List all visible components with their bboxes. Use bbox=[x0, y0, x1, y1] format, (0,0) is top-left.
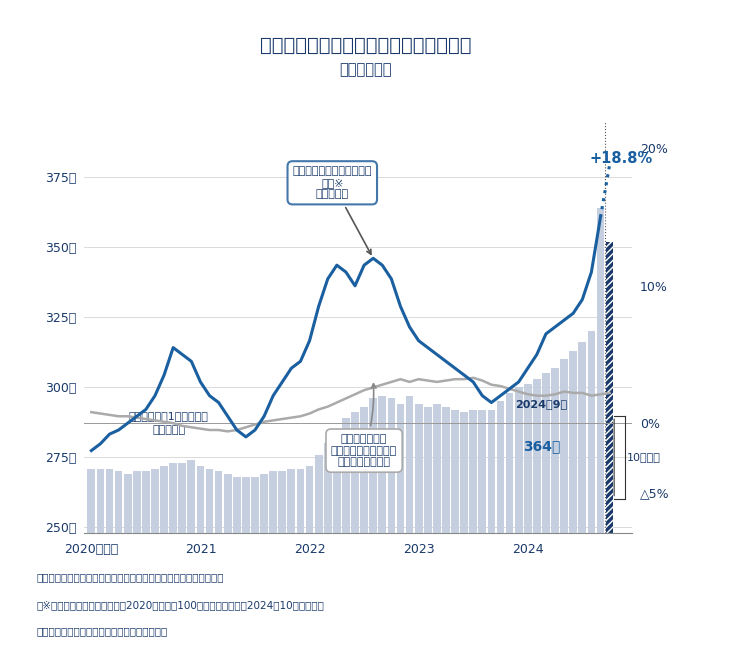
Bar bbox=[160, 466, 168, 654]
Bar bbox=[424, 407, 431, 654]
Bar bbox=[197, 466, 204, 654]
Bar bbox=[297, 468, 304, 654]
Bar bbox=[287, 468, 295, 654]
Bar bbox=[515, 387, 523, 654]
Text: +18.8%: +18.8% bbox=[590, 151, 653, 166]
Bar bbox=[279, 472, 286, 654]
Bar bbox=[142, 472, 150, 654]
Bar bbox=[369, 398, 377, 654]
Bar bbox=[315, 455, 322, 654]
Bar bbox=[461, 413, 468, 654]
Bar bbox=[151, 468, 159, 654]
Bar bbox=[306, 466, 314, 654]
Bar bbox=[96, 468, 105, 654]
Bar bbox=[488, 409, 496, 654]
Bar bbox=[106, 468, 113, 654]
Text: カレーライス1食当たりの
調理コスト: カレーライス1食当たりの 調理コスト bbox=[129, 411, 208, 435]
Bar bbox=[569, 351, 577, 654]
Bar bbox=[469, 409, 477, 654]
Bar bbox=[379, 396, 386, 654]
Bar bbox=[133, 472, 140, 654]
Bar bbox=[578, 343, 586, 654]
Bar bbox=[387, 398, 395, 654]
Bar bbox=[224, 474, 232, 654]
Bar bbox=[606, 241, 613, 654]
Bar bbox=[351, 413, 359, 654]
Bar bbox=[115, 472, 123, 654]
Text: ［※］カレーライス物価指数：2020年平均を100とした時の推移。2024年10月は同月分: ［※］カレーライス物価指数：2020年平均を100とした時の推移。2024年10… bbox=[37, 600, 325, 610]
Text: 「カレーライス物価指数」
推移※
前年同月比: 「カレーライス物価指数」 推移※ 前年同月比 bbox=[292, 166, 372, 254]
Bar bbox=[433, 404, 441, 654]
Bar bbox=[170, 463, 177, 654]
Bar bbox=[397, 404, 404, 654]
Bar bbox=[560, 359, 568, 654]
Bar bbox=[251, 477, 259, 654]
Text: 消費者物価指数
（生鮮食品除く総合）
全国、前年同月比: 消費者物価指数 （生鮮食品除く総合） 全国、前年同月比 bbox=[331, 384, 397, 467]
Bar bbox=[588, 331, 595, 654]
Text: 2024年9月: 2024年9月 bbox=[515, 400, 567, 409]
Bar bbox=[324, 443, 332, 654]
Bar bbox=[533, 379, 541, 654]
Bar bbox=[506, 393, 513, 654]
Bar bbox=[606, 241, 613, 654]
Bar bbox=[187, 460, 195, 654]
Bar bbox=[342, 418, 349, 654]
Bar bbox=[88, 468, 95, 654]
Bar bbox=[333, 429, 341, 654]
Bar bbox=[360, 407, 368, 654]
Bar bbox=[233, 477, 240, 654]
Bar bbox=[451, 409, 459, 654]
Bar bbox=[406, 396, 414, 654]
Text: 364円: 364円 bbox=[523, 439, 560, 454]
Bar bbox=[524, 385, 531, 654]
Bar bbox=[124, 474, 132, 654]
Bar bbox=[596, 208, 605, 654]
Bar bbox=[205, 468, 213, 654]
Bar bbox=[442, 407, 450, 654]
Text: ［出所］総務省「小売物価統計調査」を基に帝国データバンク作成: ［出所］総務省「小売物価統計調査」を基に帝国データバンク作成 bbox=[37, 572, 224, 582]
Text: の東京都区部物価を基に算出した予想値: の東京都区部物価を基に算出した予想値 bbox=[37, 626, 168, 636]
Bar bbox=[478, 409, 486, 654]
Text: 「カレーライス物価」と「指数」伸び率: 「カレーライス物価」と「指数」伸び率 bbox=[260, 36, 471, 55]
Bar bbox=[215, 472, 222, 654]
Text: （全国平均）: （全国平均） bbox=[339, 62, 392, 77]
Bar bbox=[260, 474, 268, 654]
Bar bbox=[496, 402, 504, 654]
Bar bbox=[178, 463, 186, 654]
Bar bbox=[269, 472, 277, 654]
Text: 10月予想: 10月予想 bbox=[627, 453, 661, 462]
Bar bbox=[551, 368, 559, 654]
Bar bbox=[414, 404, 423, 654]
Bar bbox=[542, 373, 550, 654]
Bar bbox=[242, 477, 250, 654]
